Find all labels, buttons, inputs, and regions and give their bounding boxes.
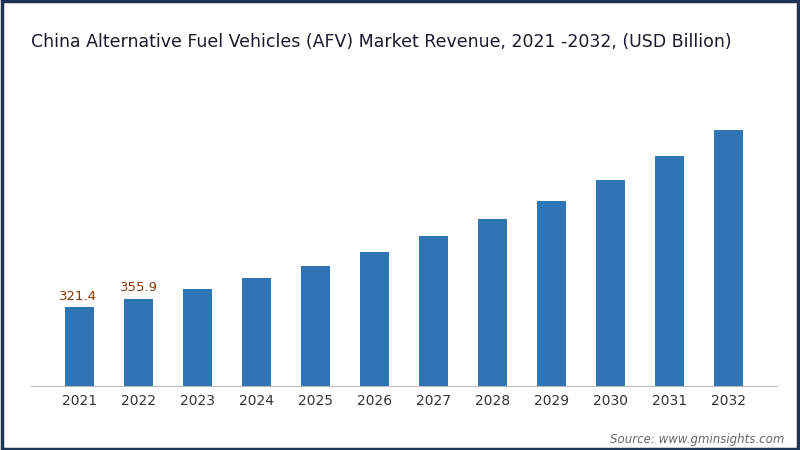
Bar [596, 180, 625, 386]
Bar [124, 299, 154, 386]
Bar [242, 278, 271, 386]
Bar [360, 252, 390, 386]
Bar [537, 201, 566, 386]
Text: China Alternative Fuel Vehicles (AFV) Market Revenue, 2021 -2032, (USD Billion): China Alternative Fuel Vehicles (AFV) Ma… [31, 33, 732, 51]
Text: Source: www.gminsights.com: Source: www.gminsights.com [610, 432, 784, 446]
Bar [478, 220, 507, 386]
Text: 321.4: 321.4 [59, 290, 98, 303]
Bar [183, 289, 212, 386]
Bar [418, 236, 448, 386]
Bar [714, 130, 743, 386]
Text: 355.9: 355.9 [120, 281, 158, 294]
Bar [65, 307, 94, 386]
Bar [654, 156, 684, 386]
Bar [301, 266, 330, 386]
